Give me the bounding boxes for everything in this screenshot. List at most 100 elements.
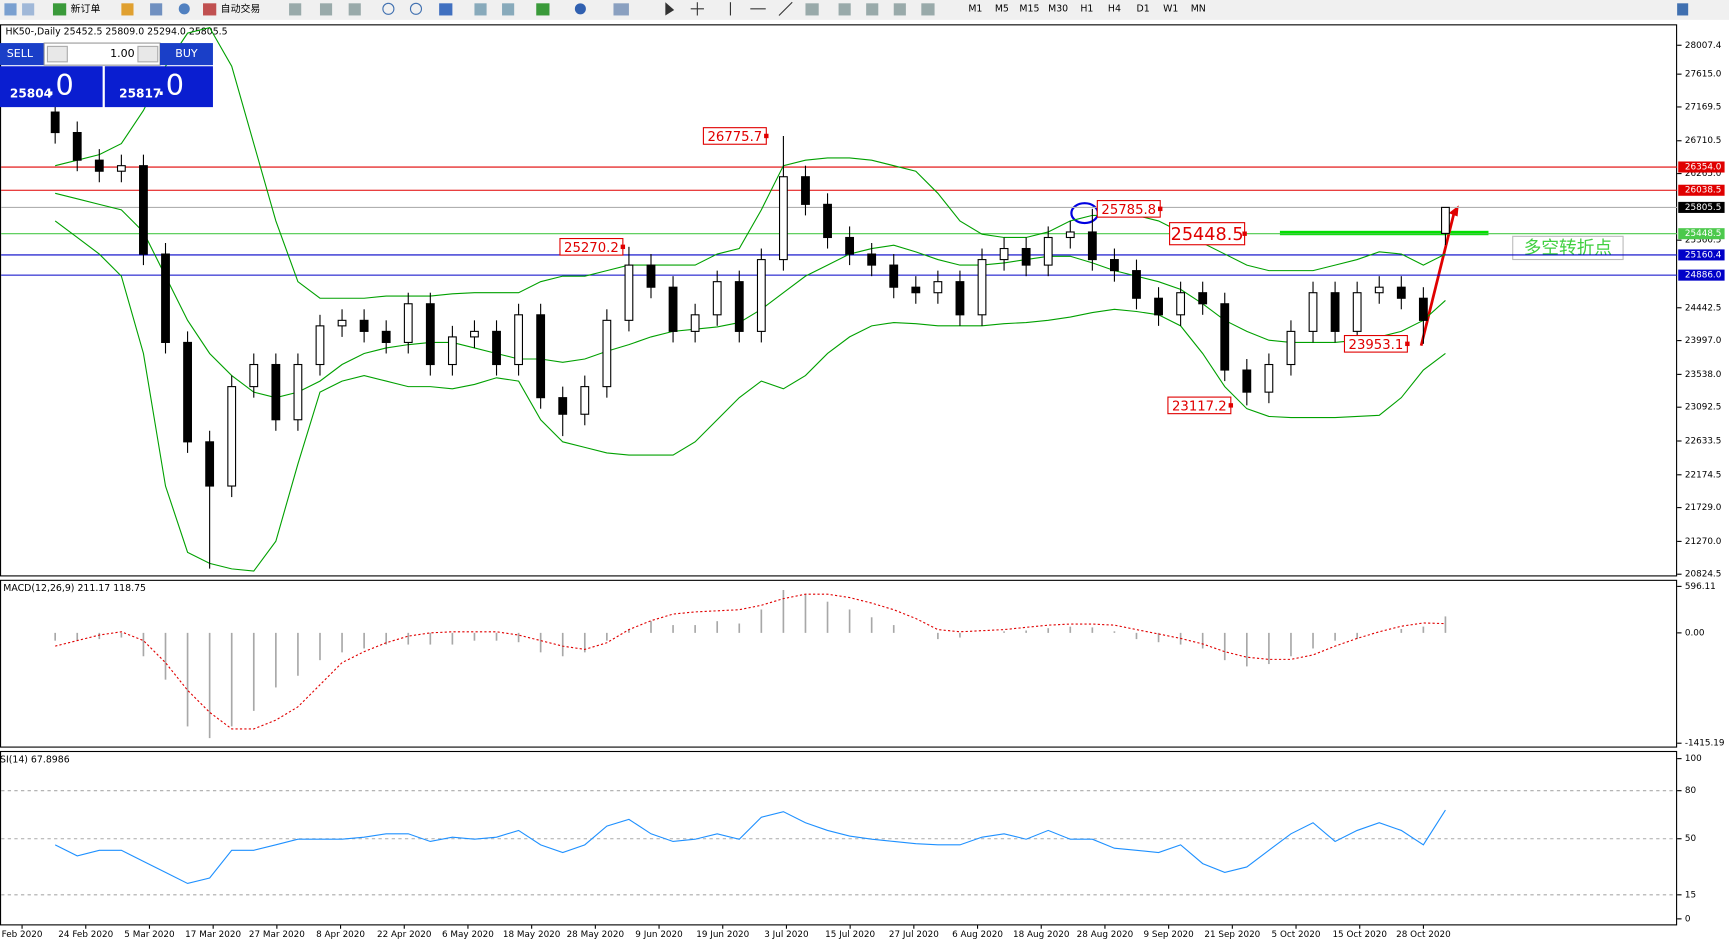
x-tick-label: 19 Jun 2020 <box>696 930 749 940</box>
candle-body <box>139 165 148 255</box>
timeframe-button[interactable]: M15 <box>1019 3 1039 14</box>
icon[interactable] <box>4 3 17 16</box>
icon[interactable] <box>289 3 302 16</box>
x-tick-label: 22 Apr 2020 <box>377 930 432 940</box>
sell-button[interactable]: SELL <box>7 47 34 60</box>
icon[interactable] <box>838 3 851 16</box>
icon[interactable] <box>613 3 629 16</box>
icon[interactable] <box>866 3 879 16</box>
candle-body <box>1065 231 1075 239</box>
timeframe-button[interactable]: D1 <box>1137 3 1150 14</box>
price-annotation: 25270.2 <box>564 241 619 256</box>
ask-price: 25817 <box>119 86 161 100</box>
x-tick-label: 28 May 2020 <box>567 930 625 940</box>
lots-up[interactable] <box>137 45 159 63</box>
y-tick-label: 100 <box>1685 754 1702 764</box>
candle-body <box>1132 270 1141 299</box>
price-annotation-anchor <box>1157 206 1163 212</box>
x-tick-label: 3 Jul 2020 <box>764 930 809 940</box>
new-order-button[interactable]: 新订单 <box>71 2 101 15</box>
candle-body <box>778 176 788 261</box>
y-tick-label: 21729.0 <box>1685 503 1722 513</box>
sell-button-bg[interactable] <box>0 43 45 66</box>
signal-line <box>55 593 1446 730</box>
x-tick-label: 28 Oct 2020 <box>1396 930 1451 940</box>
x-tick-label: 8 Apr 2020 <box>316 930 365 940</box>
candle-body <box>1198 292 1208 305</box>
trendline-tool[interactable] <box>778 1 793 16</box>
x-tick-label: 6 Aug 2020 <box>952 930 1003 940</box>
candle-body <box>1330 292 1340 332</box>
trend-arrow-head[interactable] <box>1448 205 1459 217</box>
icon[interactable] <box>439 3 453 16</box>
lots-input[interactable]: 1.00 <box>110 47 135 60</box>
icon[interactable] <box>805 3 819 16</box>
icon[interactable] <box>121 3 134 16</box>
candle-body <box>602 319 612 388</box>
y-tick-label: 20824.5 <box>1685 570 1721 580</box>
candle-body <box>933 281 943 294</box>
candle-body <box>381 330 391 343</box>
bid-box[interactable] <box>0 66 103 108</box>
ask-box[interactable] <box>104 66 213 108</box>
timeframe-button[interactable]: M30 <box>1048 3 1068 14</box>
price-annotation-anchor <box>1228 403 1234 408</box>
candle-body <box>403 303 413 343</box>
crosshair-tool[interactable] <box>690 2 704 16</box>
timeframe-button[interactable]: H1 <box>1080 3 1093 14</box>
turning-point-box[interactable] <box>1512 235 1624 261</box>
level-label: 26354.0 <box>1685 163 1722 173</box>
x-tick-label: 17 Mar 2020 <box>185 930 241 940</box>
candle-body <box>867 253 877 266</box>
candle-body <box>646 264 656 288</box>
new-order-icon[interactable] <box>52 3 67 16</box>
support-marker[interactable] <box>1279 230 1489 236</box>
icon[interactable] <box>150 3 163 16</box>
buy-button[interactable]: BUY <box>175 47 198 60</box>
icon[interactable] <box>348 3 361 16</box>
candle-body <box>1374 286 1384 294</box>
trend-arrow[interactable] <box>1419 211 1456 346</box>
zoom-out[interactable] <box>409 2 423 15</box>
timeframe-button[interactable]: M1 <box>968 3 982 14</box>
timeframe-button[interactable]: H4 <box>1108 3 1121 14</box>
timeframe-button[interactable]: W1 <box>1163 3 1178 14</box>
turning-point-label[interactable]: 多空转折点 <box>1524 237 1612 258</box>
icon[interactable] <box>921 3 935 16</box>
chart-header: HK50-,Daily 25452.5 25809.0 25294.0 2580… <box>6 27 228 38</box>
x-tick-label: 5 Mar 2020 <box>124 930 175 940</box>
timeframe-button[interactable]: MN <box>1191 3 1206 14</box>
auto-trading-icon[interactable] <box>203 3 217 16</box>
x-tick-label: 15 Oct 2020 <box>1332 930 1387 940</box>
lots-down[interactable] <box>46 45 68 63</box>
candle-body <box>161 253 170 343</box>
zoom-in[interactable] <box>382 2 395 15</box>
timeframe-button[interactable]: M5 <box>995 3 1009 14</box>
icon[interactable] <box>502 3 515 16</box>
y-tick-label: 21270.0 <box>1685 537 1722 547</box>
y-tick-label: 26265.0 <box>1685 169 1722 179</box>
level-tag <box>1678 269 1725 281</box>
icon[interactable] <box>474 3 487 16</box>
auto-trading-button[interactable]: 自动交易 <box>221 2 261 15</box>
icon[interactable] <box>574 3 586 15</box>
y-tick-label: 80 <box>1685 786 1697 796</box>
icon[interactable] <box>536 3 550 16</box>
icon[interactable] <box>893 3 906 16</box>
y-tick-label: 15 <box>1685 890 1696 900</box>
y-tick-label: 0.00 <box>1685 628 1705 638</box>
icon[interactable] <box>178 3 190 15</box>
drawn-objects: 多空转折点 <box>1070 202 1624 346</box>
buy-button-bg[interactable] <box>159 43 213 66</box>
candle-body <box>801 176 810 205</box>
search-icon[interactable] <box>1677 3 1689 16</box>
icon[interactable] <box>319 3 333 16</box>
level-label: 25448.5 <box>1685 229 1721 239</box>
candle-body <box>205 441 215 487</box>
icon[interactable] <box>22 3 35 16</box>
cursor-tool[interactable] <box>665 2 675 16</box>
candle-body <box>558 397 568 415</box>
candle-body <box>823 203 832 239</box>
